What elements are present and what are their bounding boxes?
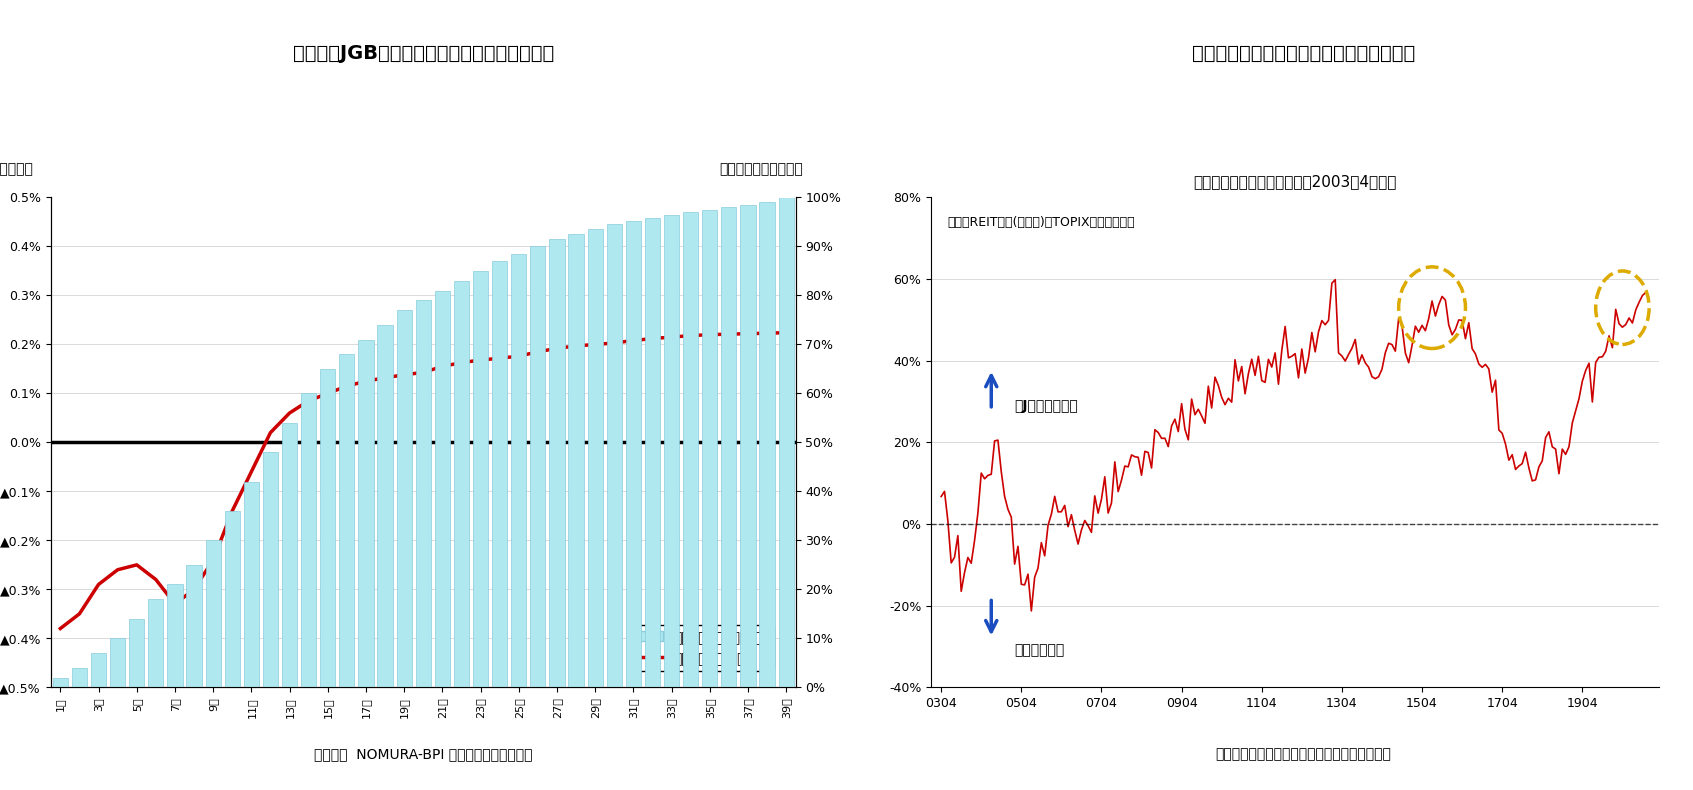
Bar — [301, 393, 317, 687]
Bar — [664, 215, 679, 687]
Bar — [205, 540, 220, 687]
Bar — [262, 452, 278, 687]
Bar — [626, 221, 642, 687]
Bar — [454, 280, 469, 687]
Bar — [530, 246, 545, 687]
Bar — [587, 229, 603, 687]
Text: 「Jリート優位」: 「Jリート優位」 — [1014, 399, 1078, 412]
Bar — [283, 423, 298, 687]
Bar — [225, 511, 240, 687]
Bar — [359, 340, 374, 687]
Bar — [435, 291, 450, 687]
Bar — [606, 224, 621, 687]
Bar — [71, 668, 86, 687]
Bar — [320, 369, 335, 687]
Bar — [91, 653, 107, 687]
Text: （金額累積ウェイト）: （金額累積ウェイト） — [720, 162, 802, 176]
Bar — [645, 218, 660, 687]
Bar — [760, 202, 775, 687]
Text: 図表４：Ｊリートと国内株式の収益率差異: 図表４：Ｊリートと国内株式の収益率差異 — [1192, 44, 1415, 63]
Bar — [721, 207, 736, 687]
Bar — [110, 638, 125, 687]
Bar — [52, 678, 68, 687]
Bar — [168, 585, 183, 687]
Title: （月次リターンの差異累計、2003年4月～）: （月次リターンの差異累計、2003年4月～） — [1194, 175, 1397, 190]
Bar — [511, 254, 527, 687]
Text: 図表３：JGBのイールドカーブと累積ウェイト: 図表３：JGBのイールドカーブと累積ウェイト — [293, 44, 554, 63]
Bar — [149, 599, 164, 687]
Legend: 国債の累積ウェイト(右), イールドカーブ(左): 国債の累積ウェイト(右), イールドカーブ(左) — [630, 625, 774, 671]
Bar — [493, 261, 508, 687]
Bar — [396, 310, 411, 687]
Text: （資料）東京証券取引所のデータをもとに作成: （資料）東京証券取引所のデータをもとに作成 — [1216, 747, 1392, 762]
Bar — [549, 239, 564, 687]
Bar — [703, 209, 718, 687]
Bar — [682, 213, 698, 687]
Bar — [339, 354, 354, 687]
Bar — [186, 565, 201, 687]
Text: 「株式優位」: 「株式優位」 — [1014, 644, 1065, 657]
Bar — [244, 482, 259, 687]
Bar — [415, 300, 432, 687]
Bar — [569, 234, 584, 687]
Bar — [472, 271, 488, 687]
Text: 「東証REIT指数(配当込)－TOPIX（配当込）」: 「東証REIT指数(配当込)－TOPIX（配当込）」 — [948, 216, 1136, 229]
Text: （利回り）: （利回り） — [0, 162, 34, 176]
Bar — [378, 325, 393, 687]
Text: （資料）  NOMURA-BPI のデータをもとに作成: （資料） NOMURA-BPI のデータをもとに作成 — [313, 747, 533, 762]
Bar — [129, 619, 144, 687]
Bar — [740, 205, 755, 687]
Bar — [779, 198, 794, 687]
